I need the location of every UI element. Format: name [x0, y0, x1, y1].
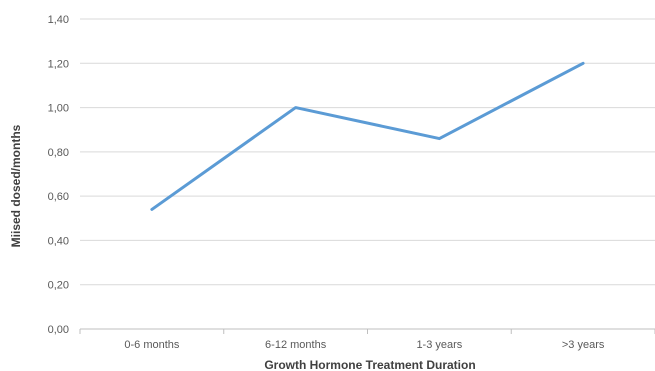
y-tick-label: 0,40 [48, 235, 69, 247]
x-axis-title: Growth Hormone Treatment Duration [264, 358, 475, 371]
y-tick-label: 0,60 [48, 191, 69, 203]
y-axis-title: Miised dosed/months [9, 124, 23, 247]
series-line [150, 61, 585, 211]
x-tick-marks [79, 329, 655, 334]
gridlines [80, 18, 655, 286]
y-tick-label: 0,80 [48, 147, 69, 159]
x-tick-label: 0-6 months [124, 339, 180, 351]
y-tick-label: 0,20 [48, 280, 69, 292]
y-tick-label: 1,00 [48, 103, 69, 115]
y-tick-label: 1,40 [48, 14, 69, 26]
y-tick-label: 0,00 [48, 324, 69, 336]
x-tick-label: 6-12 months [265, 339, 327, 351]
x-tick-label: >3 years [562, 339, 605, 351]
x-tick-labels: 0-6 months 6-12 months 1-3 years >3 years [124, 339, 605, 351]
x-tick-label: 1-3 years [416, 339, 462, 351]
y-tick-label: 1,20 [48, 58, 69, 70]
y-tick-labels: 0,00 0,20 0,40 0,60 0,80 1,00 1,20 1,40 [48, 14, 69, 336]
